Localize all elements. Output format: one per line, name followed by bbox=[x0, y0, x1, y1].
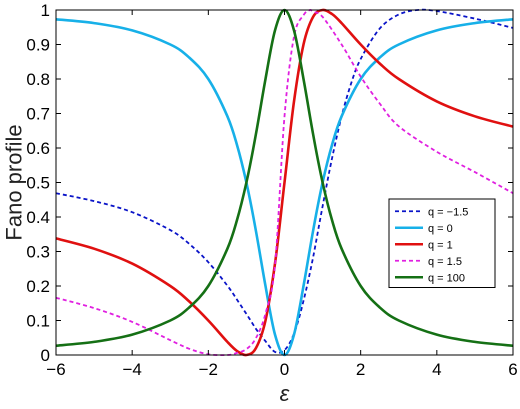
x-tick-label: −2 bbox=[199, 360, 218, 379]
y-tick-label: 0.8 bbox=[26, 70, 50, 89]
y-axis-title: Fano profile bbox=[2, 124, 27, 240]
legend-entry: q = 0 bbox=[428, 223, 453, 235]
axis-ticks: −6 −4 −2 0 2 4 6 0 0.1 0.2 0.3 0.4 0.5 0.6 0.7 0.8 0.9 1 bbox=[26, 1, 517, 379]
y-tick-label: 0.2 bbox=[26, 277, 50, 296]
x-tick-label: 6 bbox=[508, 360, 517, 379]
y-tick-label: 0.6 bbox=[26, 139, 50, 158]
y-tick-label: 0.4 bbox=[26, 208, 50, 227]
series-line-3 bbox=[55, 8, 514, 357]
y-tick-label: 0.3 bbox=[26, 243, 50, 262]
legend: q = −1.5 q = 0 q = 1 q = 1.5 q = 100 bbox=[388, 198, 496, 288]
series-lines bbox=[55, 8, 514, 357]
legend-entry: q = 1.5 bbox=[428, 256, 462, 268]
legend-entry: q = 100 bbox=[428, 272, 465, 284]
plot-frame bbox=[55, 9, 514, 356]
y-tick-label: 0.5 bbox=[26, 174, 50, 193]
x-tick-label: 4 bbox=[432, 360, 441, 379]
y-tick-label: 0 bbox=[41, 346, 50, 365]
legend-entry: q = −1.5 bbox=[428, 206, 468, 218]
x-tick-label: −6 bbox=[46, 360, 65, 379]
series-line-4 bbox=[55, 8, 514, 357]
x-tick-label: −4 bbox=[122, 360, 141, 379]
y-tick-label: 1 bbox=[41, 1, 50, 20]
x-tick-label: 0 bbox=[280, 360, 289, 379]
y-tick-label: 0.7 bbox=[26, 105, 50, 124]
y-tick-label: 0.9 bbox=[26, 36, 50, 55]
x-tick-label: 2 bbox=[356, 360, 365, 379]
legend-entry: q = 1 bbox=[428, 239, 453, 251]
y-tick-label: 0.1 bbox=[26, 312, 50, 331]
x-axis-title: ε bbox=[280, 381, 290, 406]
